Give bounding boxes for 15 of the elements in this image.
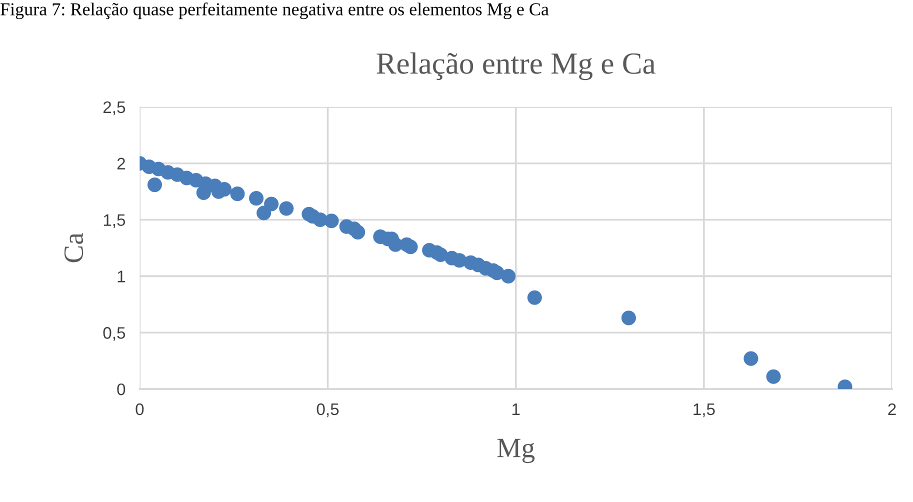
x-tick-label: 0,5 [316, 403, 339, 418]
x-axis-title: Mg [497, 438, 535, 464]
y-tick-label: 1 [118, 270, 125, 282]
x-tick-label: 2 [888, 403, 896, 416]
chart-title: Relação entre Mg e Ca [376, 52, 656, 80]
y-tick-label: 2 [117, 158, 125, 170]
y-axis-title: Ca [64, 232, 84, 262]
y-tick-label: 0 [117, 383, 126, 396]
y-tick-label: 1,5 [104, 214, 126, 228]
x-tick-label: 0 [136, 403, 144, 416]
y-tick-label: 0,5 [103, 327, 126, 341]
y-tick-label: 2,5 [103, 101, 126, 116]
x-tick-label: 1,5 [694, 404, 715, 418]
x-tick-label: 1 [512, 404, 520, 416]
text: Figura 7: Relação quase perfeitamente negativa entre os elementos Mg e Ca [0, 2, 549, 20]
